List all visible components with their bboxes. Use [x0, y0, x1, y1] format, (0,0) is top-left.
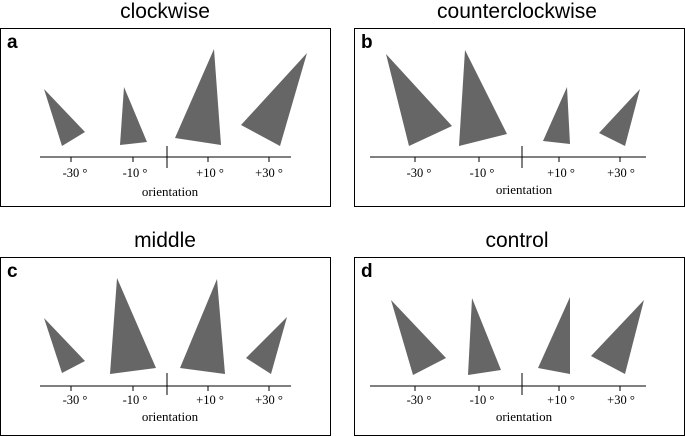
- tick-label: -30 °: [63, 393, 88, 407]
- tick-label: -30 °: [63, 166, 88, 180]
- tick-label: -10 °: [123, 393, 148, 407]
- panel-c-letter: c: [7, 261, 18, 282]
- tick-label: +30 °: [255, 393, 283, 407]
- panel-c: c -30 ° -10 ° +10 ° +30 ° orientation: [0, 257, 331, 436]
- panel-a-title: clockwise: [120, 0, 210, 23]
- tick-label: +10 °: [547, 393, 575, 407]
- tick-label: +10 °: [196, 166, 224, 180]
- triangle-plus30: [246, 317, 287, 374]
- panel-b-diagram: -30 ° -10 ° +10 ° +30 ° orientation: [370, 50, 646, 197]
- panel-d-title: control: [485, 229, 549, 252]
- axis-label: orientation: [496, 182, 553, 197]
- tick-label: -30 °: [407, 166, 432, 180]
- triangle-plus10: [538, 297, 570, 374]
- panel-c-title: middle: [134, 229, 196, 252]
- tick-label: +10 °: [196, 393, 224, 407]
- axis-label: orientation: [496, 409, 553, 424]
- axis-label: orientation: [142, 184, 199, 199]
- tick-label: +30 °: [607, 393, 635, 407]
- panel-a-diagram: -30 ° -10 ° +10 ° +30 ° orientation: [40, 49, 307, 199]
- tick-label: +10 °: [547, 166, 575, 180]
- tick-label: -10 °: [470, 393, 495, 407]
- triangle-plus30: [591, 300, 644, 374]
- triangle-minus10: [120, 87, 147, 145]
- triangle-minus10: [459, 50, 507, 146]
- triangle-plus10: [543, 87, 570, 144]
- panel-d: d -30 ° -10 ° +10 ° +30 ° orientation: [354, 257, 685, 436]
- triangle-minus10: [468, 298, 501, 375]
- triangle-plus10: [175, 49, 221, 145]
- triangle-minus30: [44, 318, 85, 373]
- tick-label: -10 °: [123, 166, 148, 180]
- panel-c-diagram: -30 ° -10 ° +10 ° +30 ° orientation: [40, 278, 291, 424]
- triangle-minus10: [110, 278, 156, 374]
- triangle-plus30: [241, 53, 307, 146]
- panel-a: a -30 ° -10 ° +10 ° +30 ° orientation: [0, 28, 331, 207]
- triangle-plus10: [180, 279, 225, 374]
- panel-d-diagram: -30 ° -10 ° +10 ° +30 ° orientation: [370, 297, 646, 424]
- panel-b-letter: b: [361, 32, 373, 53]
- panel-d-letter: d: [361, 261, 373, 282]
- triangle-minus30: [391, 300, 446, 375]
- triangle-minus30: [44, 89, 85, 146]
- axis-label: orientation: [142, 409, 199, 424]
- triangle-minus30: [386, 54, 452, 146]
- panel-a-letter: a: [7, 32, 18, 53]
- tick-label: +30 °: [255, 166, 283, 180]
- panel-b-title: counterclockwise: [437, 0, 597, 23]
- panel-b: b -30 ° -10 ° +10 ° +30 ° orientation: [354, 28, 685, 207]
- tick-label: +30 °: [607, 166, 635, 180]
- tick-label: -30 °: [407, 393, 432, 407]
- tick-label: -10 °: [470, 166, 495, 180]
- triangle-plus30: [599, 89, 640, 146]
